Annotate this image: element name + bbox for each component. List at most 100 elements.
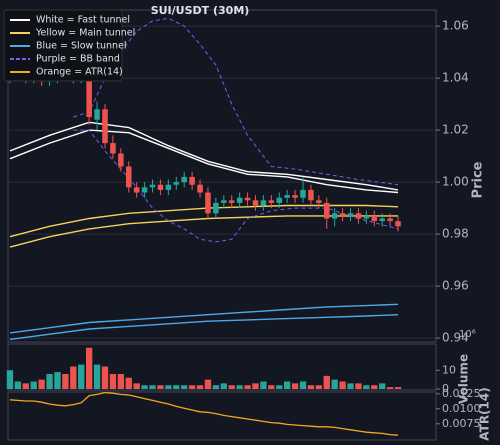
volume-bar — [315, 385, 323, 389]
volume-bar — [14, 381, 22, 389]
volume-bar — [252, 383, 259, 389]
overlay-line — [9, 303, 399, 334]
candle-body — [339, 213, 346, 216]
volume-bar — [165, 385, 172, 389]
overlay-line — [9, 129, 399, 194]
volume-bar — [283, 381, 291, 389]
candle-body — [308, 189, 314, 201]
legend-box — [3, 9, 123, 82]
volume-bar — [276, 385, 283, 389]
y-tick-label: 0.96 — [442, 279, 469, 293]
volume-bar — [133, 383, 140, 389]
candle-body — [363, 215, 370, 219]
legend-label: Purple = BB band — [36, 54, 120, 65]
volume-bar — [268, 385, 275, 389]
legend-label: Blue = Slow tunnel — [36, 41, 127, 52]
volume-bar — [212, 385, 220, 389]
volume-bar — [38, 379, 45, 389]
candle-body — [268, 200, 275, 203]
candle-body — [221, 200, 227, 203]
candle-body — [86, 75, 92, 118]
volume-bar — [117, 374, 125, 389]
candle-body — [252, 200, 259, 206]
candle-body — [323, 202, 330, 219]
y-tick-label: 1.04 — [442, 71, 469, 85]
overlay-line — [73, 129, 399, 243]
volume-bar — [54, 372, 61, 389]
volume-bar — [149, 385, 156, 389]
atr-line — [9, 391, 399, 436]
volume-bar — [173, 385, 180, 389]
volume-offset: 10⁶ — [459, 329, 476, 340]
volume-bar — [291, 383, 299, 389]
candle-body — [157, 184, 164, 190]
candle-body — [316, 200, 322, 203]
volume-bar — [331, 379, 338, 389]
overlay-line — [9, 314, 399, 341]
candle-body — [118, 153, 124, 167]
candle-body — [300, 189, 306, 198]
volume-bar — [141, 385, 148, 389]
candle-body — [110, 143, 116, 154]
candle-body — [133, 187, 140, 193]
volume-bar — [101, 366, 109, 389]
candle-body — [276, 197, 283, 203]
volume-bar — [157, 385, 164, 389]
volume-bar — [30, 381, 37, 389]
candle-body — [181, 176, 187, 183]
candle-body — [284, 195, 290, 198]
volume-bar — [379, 383, 386, 389]
candle-body — [379, 218, 385, 222]
candle-body — [355, 213, 362, 219]
candle-body — [347, 213, 354, 216]
candle-body — [205, 192, 211, 214]
legend-label: Orange = ATR(14) — [36, 67, 123, 78]
plot-layer: 0.94 0.96 0.98 1.00 1.02 1.04 1.06 0 10 0.0075 0.0… — [6, 17, 481, 436]
volume-bar — [125, 377, 132, 389]
volume-bar — [339, 381, 346, 389]
y-tick-label: 0.94 — [442, 331, 469, 345]
volume-bar — [228, 385, 235, 389]
volume-bar — [46, 374, 53, 389]
y-tick-label: 0 — [442, 382, 449, 395]
candle-body — [125, 166, 132, 188]
y-tick-label: 1.06 — [442, 19, 469, 33]
volume-bar — [244, 385, 251, 389]
volume-bar — [363, 385, 370, 389]
volume-bar — [93, 364, 101, 389]
candle-body — [395, 221, 401, 227]
y-tick-label: 0.0100 — [442, 402, 481, 415]
volume-bar — [6, 370, 14, 389]
volume-bar — [62, 374, 69, 389]
volume-bar — [78, 364, 85, 389]
y-tick-label: 1.02 — [442, 123, 469, 137]
candle-body — [189, 176, 195, 185]
volume-bar — [220, 383, 227, 389]
volume-bar — [196, 385, 204, 389]
volume-bar — [181, 385, 188, 389]
candle-body — [173, 182, 180, 185]
candle-body — [244, 197, 251, 201]
volume-bar — [386, 387, 394, 389]
y-axis-label: Price — [471, 161, 486, 198]
volume-bar — [307, 385, 315, 389]
candle-body — [292, 195, 298, 198]
atr-axis-label: ATR(14) — [478, 387, 492, 440]
volume-bar — [299, 381, 307, 389]
candle-body — [213, 202, 219, 214]
volume-bar — [323, 375, 330, 389]
y-tick-label: 0.0125 — [442, 387, 481, 400]
overlay-line — [73, 17, 399, 186]
volume-bar — [22, 383, 29, 389]
candle-body — [228, 200, 235, 203]
candle-body — [260, 200, 267, 206]
legend-label: Yellow = Main tunnel — [35, 28, 135, 39]
volume-bar — [85, 347, 93, 389]
y-tick-label: 1.00 — [442, 175, 469, 189]
volume-bar — [371, 385, 378, 389]
volume-bar — [70, 366, 77, 389]
candle-body — [197, 184, 203, 193]
overlay-line — [9, 121, 399, 191]
candle-body — [331, 213, 338, 219]
